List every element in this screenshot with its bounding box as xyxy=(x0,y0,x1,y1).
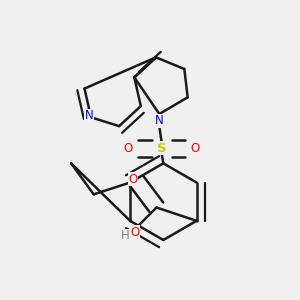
Text: S: S xyxy=(157,142,166,155)
Text: O: O xyxy=(190,142,200,155)
Text: N: N xyxy=(85,109,94,122)
Text: O: O xyxy=(129,173,138,186)
Text: N: N xyxy=(155,114,164,127)
Text: O: O xyxy=(130,226,140,239)
Text: H: H xyxy=(121,229,129,242)
Text: O: O xyxy=(124,142,133,155)
